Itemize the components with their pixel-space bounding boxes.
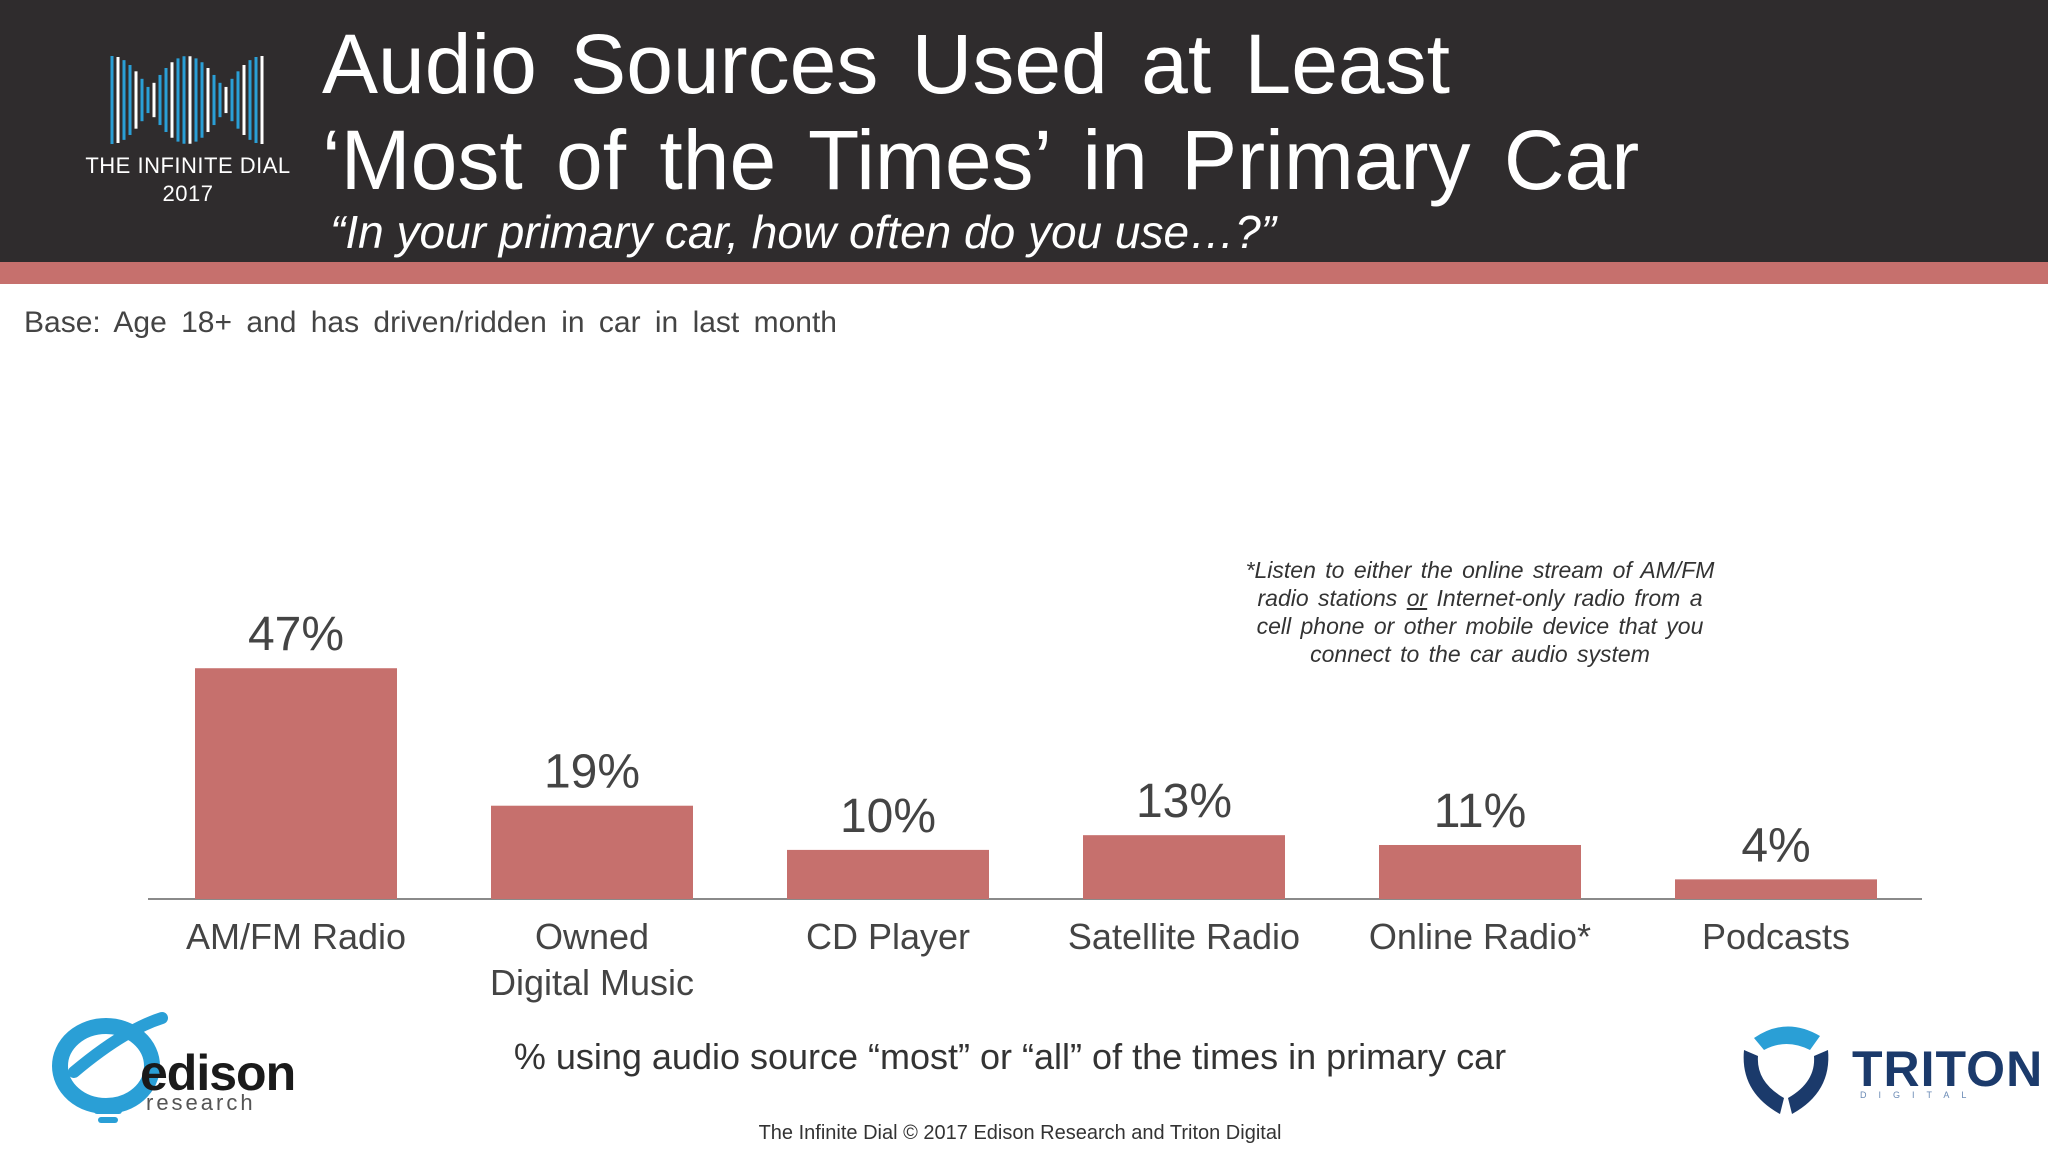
data-label: 10% (840, 790, 936, 843)
edison-logo-subtext: research (146, 1090, 256, 1115)
x-axis-label: % using audio source “most” or “all” of … (513, 1036, 1507, 1077)
footnote-part-1: *Listen to either the online stream of A… (1245, 557, 1715, 611)
title-line-2: ‘Most of the Times’ in Primary Car (322, 113, 1640, 207)
category-label: AM/FM Radio (186, 916, 406, 957)
triton-logo-subtext: DIGITAL (1860, 1090, 1979, 1100)
bar (491, 805, 693, 899)
bar (787, 849, 989, 899)
bar-chart: 47% AM/FM Radio 19% Owned Digital Music 10% CD… (148, 608, 1922, 1003)
footnote-emphasis: or (1406, 585, 1428, 611)
edison-logo-text: edison (140, 1045, 296, 1101)
brand-title: THE INFINITE DIAL (85, 153, 291, 178)
triton-logo-icon (1743, 1026, 1829, 1114)
infinite-dial-logo-icon (110, 56, 264, 144)
bar (1083, 835, 1285, 899)
triton-logo-text: TRITON (1852, 1041, 2044, 1097)
category-label: Satellite Radio (1068, 916, 1300, 957)
data-label: 19% (544, 746, 640, 799)
data-label: 11% (1434, 785, 1527, 838)
data-label: 47% (248, 608, 344, 661)
data-label: 4% (1741, 819, 1810, 872)
bar (1675, 879, 1877, 899)
title-line-1: Audio Sources Used at Least (322, 17, 1450, 111)
category-label: Podcasts (1702, 916, 1850, 957)
footnote-part-2: Internet-only radio from a cell phone or… (1256, 585, 1704, 667)
online-radio-footnote: *Listen to either the online stream of A… (1240, 556, 1720, 668)
copyright-notice: The Infinite Dial © 2017 Edison Research… (758, 1122, 1282, 1144)
edison-logo-icon (52, 1012, 168, 1123)
header-banner (0, 0, 2048, 262)
brand-name: THE INFINITE DIAL 2017 (78, 152, 298, 208)
category-label: Digital Music (490, 962, 694, 1003)
category-label: Online Radio* (1369, 916, 1591, 957)
page-title: Audio Sources Used at Least ‘Most of the… (322, 16, 2022, 208)
category-label: Owned (535, 916, 649, 957)
accent-bar (0, 262, 2048, 284)
page-subtitle: “In your primary car, how often do you u… (330, 206, 1276, 258)
bar (195, 668, 397, 899)
data-label: 13% (1136, 775, 1232, 828)
brand-year: 2017 (162, 181, 214, 206)
category-label: CD Player (806, 916, 970, 957)
bar (1379, 844, 1581, 899)
base-note: Base: Age 18+ and has driven/ridden in c… (24, 306, 837, 339)
